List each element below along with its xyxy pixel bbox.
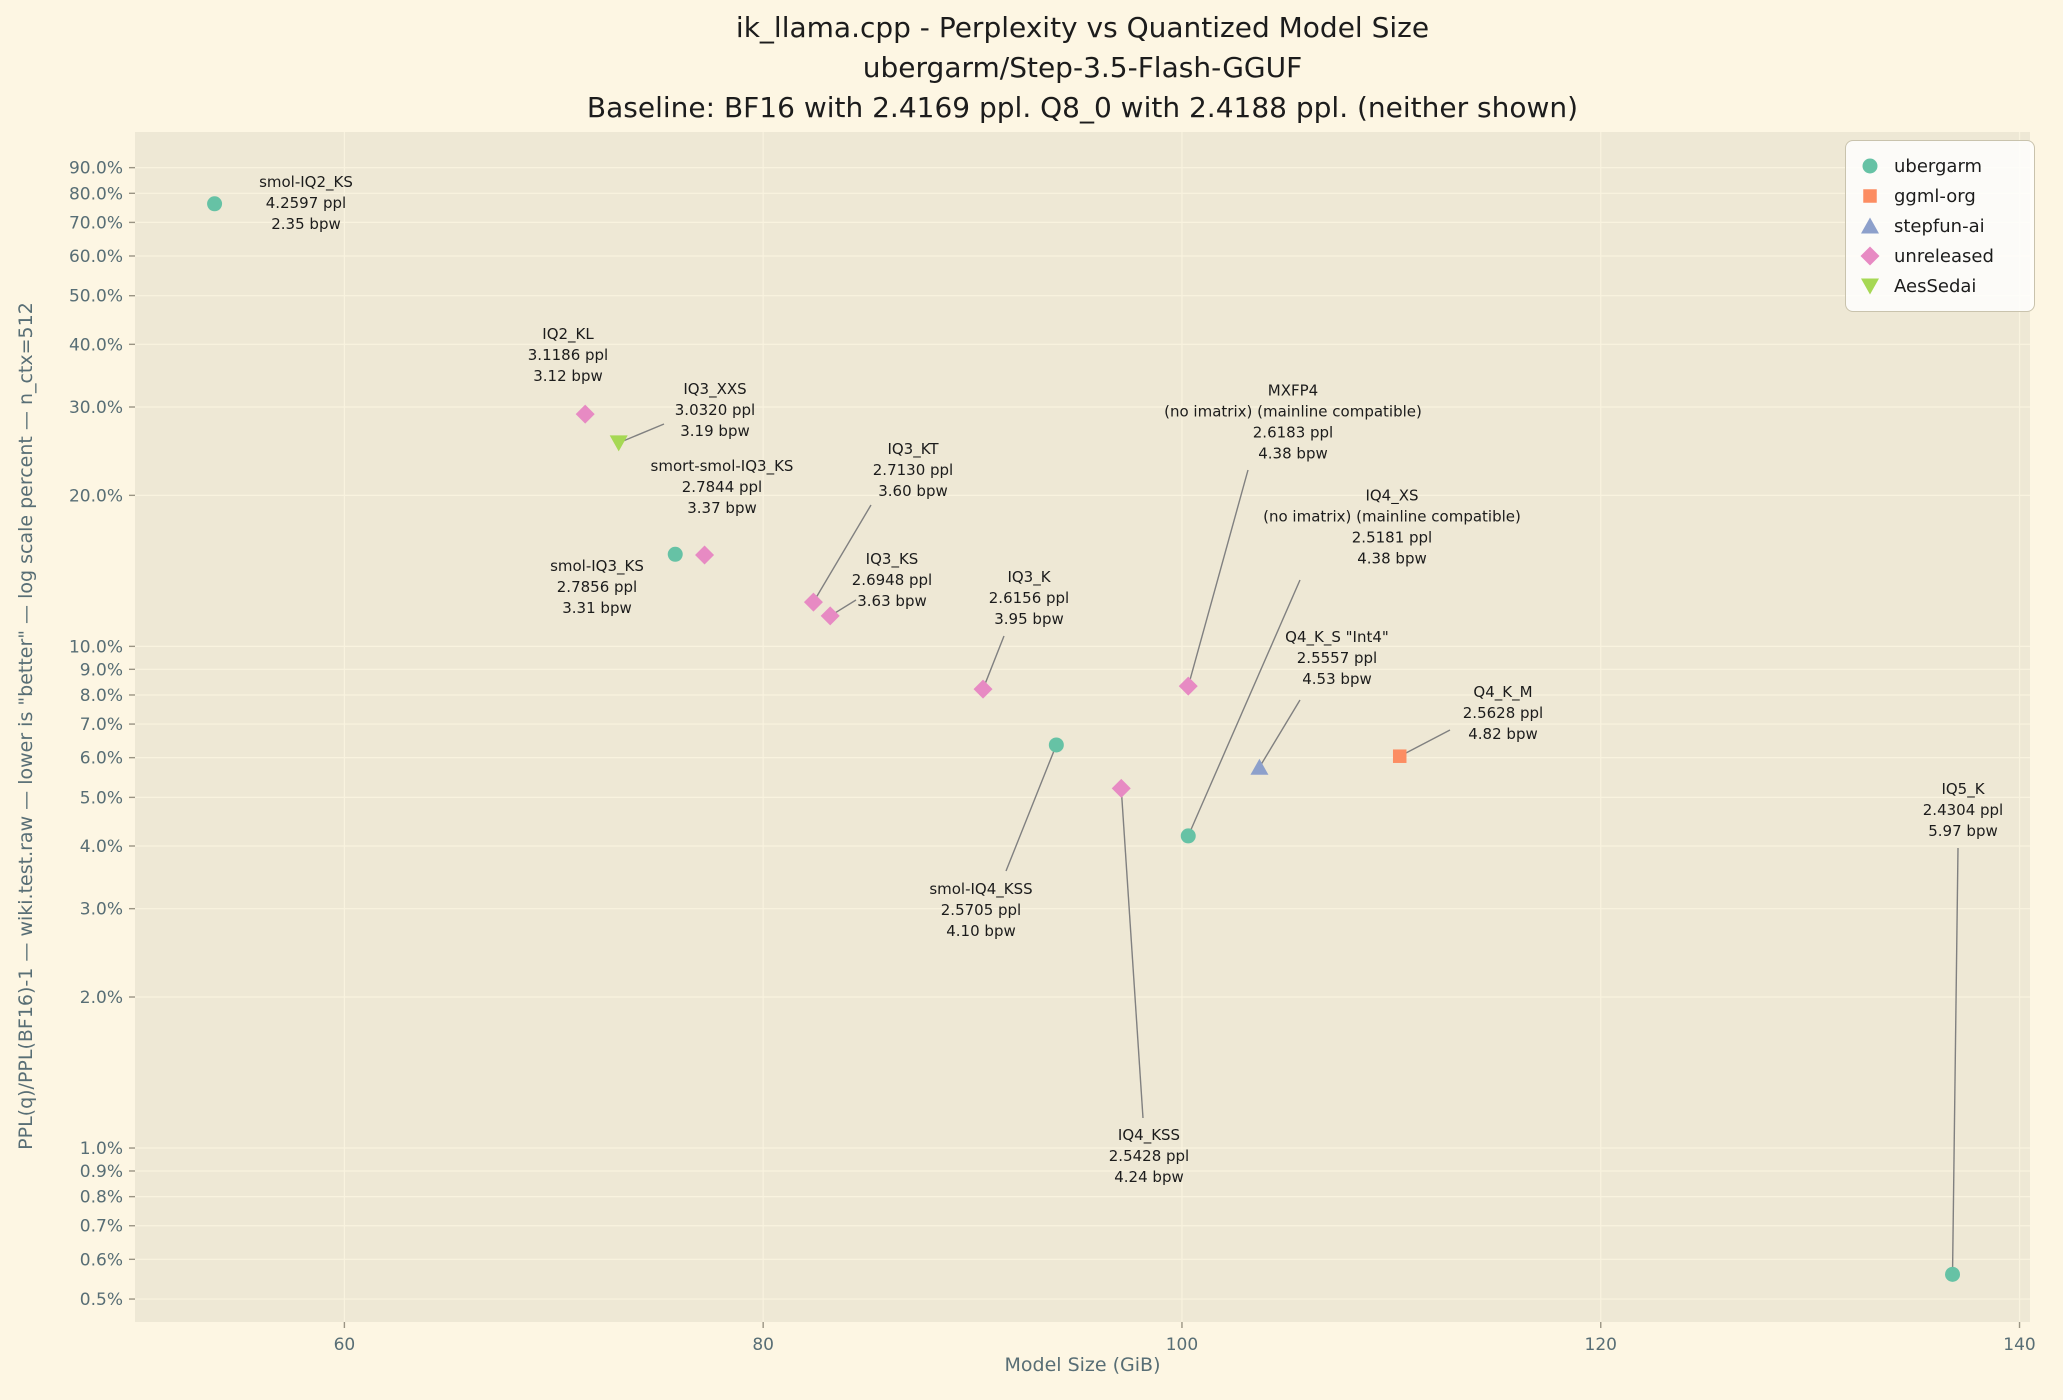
y-tick-label-7: 7.0% <box>80 715 123 735</box>
x-tick-label-120: 120 <box>1585 1335 1617 1355</box>
y-tick-label-90: 90.0% <box>69 159 123 179</box>
data-point-q4-k-m <box>1392 749 1407 763</box>
y-tick-label-40: 40.0% <box>69 335 123 355</box>
leader-line-iq4-xs <box>1187 579 1301 837</box>
data-point-smort-smol-iq3-ks <box>695 545 715 565</box>
y-tick-label-80: 80.0% <box>69 184 123 204</box>
legend-entry-ggml-org: ggml-org <box>1858 181 2022 211</box>
data-point-q4-k-s-int4 <box>1250 758 1269 775</box>
leader-line-iq3-kt <box>812 504 872 603</box>
y-tick-label-6: 6.0% <box>80 749 123 769</box>
y-tick-label-30: 30.0% <box>69 398 123 418</box>
y-tick-label-8: 8.0% <box>80 686 123 706</box>
leader-line-iq5-k <box>1951 847 1959 1275</box>
legend-marker-ggml-org <box>1863 189 1877 203</box>
annotation-iq3-k: IQ3_K 2.6156 ppl 3.95 bpw <box>989 568 1069 628</box>
legend-label-unreleased: unreleased <box>1894 245 1994 267</box>
legend-label-ggml-org: ggml-org <box>1894 185 1976 207</box>
x-axis-title: Model Size (GiB) <box>1004 1354 1161 1376</box>
chart-title: ik_llama.cpp - Perplexity vs Quantized M… <box>135 8 2030 128</box>
data-point-smol-iq2-ks <box>207 196 223 212</box>
leader-line-q4-k-m <box>1399 729 1451 757</box>
data-point-iq3-kt <box>803 592 823 612</box>
annotation-iq3-xxs: IQ3_XXS 3.0320 ppl 3.19 bpw <box>675 380 755 440</box>
legend-triangle-down-icon <box>1861 278 1879 295</box>
chart-title-line-3: Baseline: BF16 with 2.4169 ppl. Q8_0 wit… <box>586 91 1579 124</box>
legend-label-stepfun-ai: stepfun-ai <box>1894 215 1985 237</box>
y-tick-label-5: 5.0% <box>80 788 123 808</box>
legend-entry-aessedai: AesSedai <box>1858 271 2022 301</box>
leader-line-mxfp4 <box>1187 469 1249 687</box>
y-tick-label-60: 60.0% <box>69 247 123 267</box>
annotation-smol-iq2-ks: smol-IQ2_KS 4.2597 ppl 2.35 bpw <box>259 173 353 233</box>
y-tick-label-10: 10.0% <box>69 637 123 657</box>
annotation-q4-k-s-int4: Q4_K_S "Int4" 2.5557 ppl 4.53 bpw <box>1285 628 1389 688</box>
y-tick-label-9: 9.0% <box>80 660 123 680</box>
annotation-smol-iq3-ks: smol-IQ3_KS 2.7856 ppl 3.31 bpw <box>550 557 644 617</box>
y-tick-label-0-5: 0.5% <box>80 1290 123 1310</box>
data-point-smol-iq4-kss <box>1048 737 1064 753</box>
legend-circle-icon <box>1862 158 1878 174</box>
legend-label-aessedai: AesSedai <box>1894 275 1977 297</box>
legend-marker-stepfun-ai <box>1861 217 1879 234</box>
legend-marker-ubergarm <box>1862 158 1878 174</box>
y-tick-label-0-7: 0.7% <box>80 1217 123 1237</box>
annotation-iq2-kl: IQ2_KL 3.1186 ppl 3.12 bpw <box>528 325 608 385</box>
data-point-smol-iq3-ks <box>667 546 683 562</box>
y-tick-label-0-8: 0.8% <box>80 1188 123 1208</box>
annotation-iq4-xs: IQ4_XS (no imatrix) (mainline compatible)… <box>1263 487 1521 568</box>
leader-line-iq3-k <box>982 635 1005 690</box>
x-tick-label-100: 100 <box>1166 1335 1198 1355</box>
x-tick-label-60: 60 <box>334 1335 356 1355</box>
data-point-iq2-kl <box>575 404 595 424</box>
y-tick-label-1: 1.0% <box>80 1139 123 1159</box>
x-tick-label-140: 140 <box>2003 1335 2035 1355</box>
legend: ubergarm ggml-org stepfun-ai unreleased AesS… <box>1845 140 2035 312</box>
legend-entry-unreleased: unreleased <box>1858 241 2022 271</box>
legend-marker-unreleased <box>1860 246 1880 266</box>
plot-area <box>135 132 2030 1322</box>
annotation-iq3-ks: IQ3_KS 2.6948 ppl 3.63 bpw <box>852 550 932 610</box>
data-point-iq4-xs <box>1180 828 1196 844</box>
data-point-iq3-ks <box>820 606 840 626</box>
x-tick-label-80: 80 <box>752 1335 774 1355</box>
data-point-iq5-k <box>1945 1266 1961 1282</box>
y-tick-label-70: 70.0% <box>69 213 123 233</box>
legend-square-icon <box>1863 189 1877 203</box>
annotation-iq4-kss: IQ4_KSS 2.5428 ppl 4.24 bpw <box>1109 1126 1189 1186</box>
legend-label-ubergarm: ubergarm <box>1894 155 1983 177</box>
y-tick-label-2: 2.0% <box>80 988 123 1008</box>
legend-marker-aessedai <box>1861 278 1879 295</box>
y-tick-label-50: 50.0% <box>69 287 123 307</box>
chart-title-line-1: ik_llama.cpp - Perplexity vs Quantized M… <box>735 11 1430 44</box>
y-tick-label-0-6: 0.6% <box>80 1250 123 1270</box>
y-tick-label-20: 20.0% <box>69 486 123 506</box>
legend-triangle-up-icon <box>1861 217 1879 234</box>
legend-diamond-icon <box>1860 246 1880 266</box>
leader-line-iq4-kss <box>1120 788 1144 1119</box>
leader-line-smol-iq4-kss <box>1005 744 1057 872</box>
annotation-iq5-k: IQ5_K 2.4304 ppl 5.97 bpw <box>1923 780 2003 840</box>
annotation-smol-iq4-kss: smol-IQ4_KSS 2.5705 ppl 4.10 bpw <box>929 880 1032 940</box>
y-tick-label-0-9: 0.9% <box>80 1162 123 1182</box>
y-tick-label-4: 4.0% <box>80 837 123 857</box>
data-point-mxfp4 <box>1178 676 1198 696</box>
annotation-smort-smol-iq3-ks: smort-smol-IQ3_KS 2.7844 ppl 3.37 bpw <box>651 457 794 517</box>
leader-line-q4-k-s-int4 <box>1258 699 1301 768</box>
annotation-mxfp4: MXFP4 (no imatrix) (mainline compatible) 2… <box>1164 382 1422 463</box>
legend-entry-stepfun-ai: stepfun-ai <box>1858 211 2022 241</box>
annotation-q4-k-m: Q4_K_M 2.5628 ppl 4.82 bpw <box>1463 683 1543 743</box>
legend-entry-ubergarm: ubergarm <box>1858 151 2022 181</box>
data-point-iq3-k <box>973 679 993 699</box>
data-point-iq3-xxs <box>609 435 628 452</box>
chart-title-line-2: ubergarm/Step-3.5-Flash-GGUF <box>862 51 1303 84</box>
annotation-iq3-kt: IQ3_KT 2.7130 ppl 3.60 bpw <box>873 440 953 500</box>
data-point-iq4-kss <box>1111 778 1131 798</box>
leader-line-iq3-xxs <box>618 423 665 444</box>
y-tick-label-3: 3.0% <box>80 900 123 920</box>
